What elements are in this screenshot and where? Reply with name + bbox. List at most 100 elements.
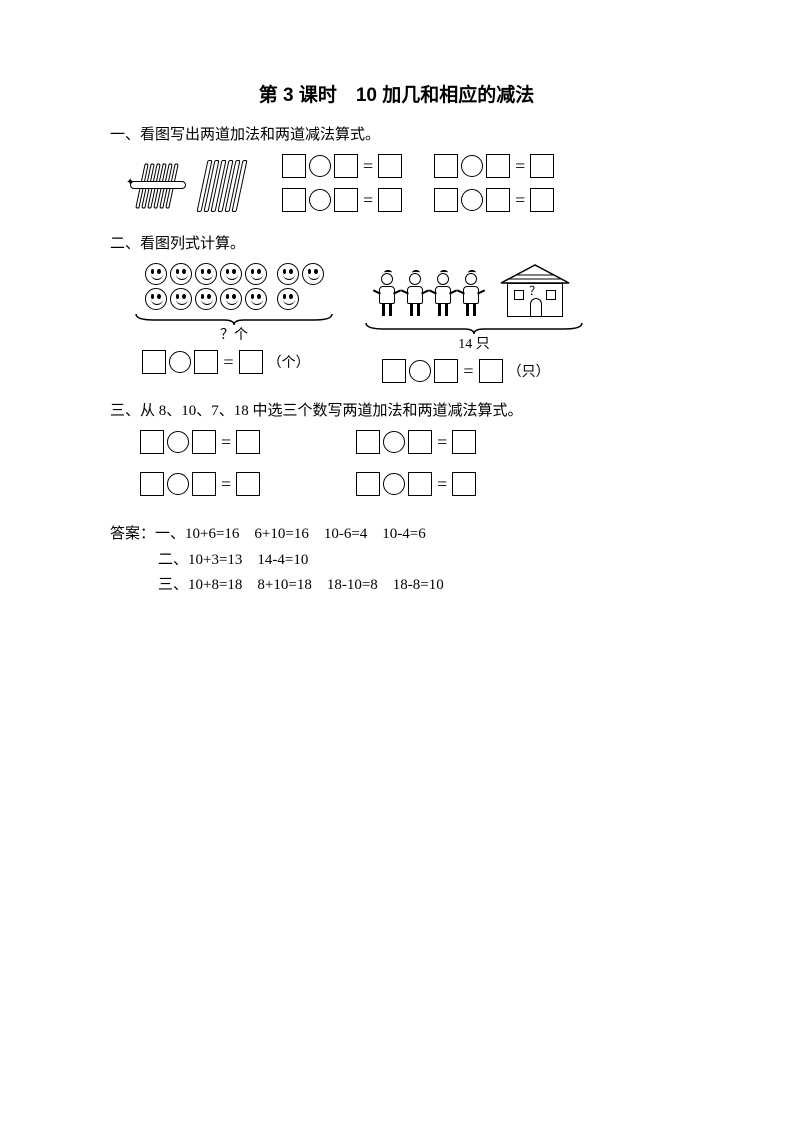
equation-blank: =	[140, 472, 260, 496]
equation-blank: =	[282, 154, 402, 178]
answer-line-2: 二、10+3=13 14-4=10	[110, 548, 683, 574]
blank-square[interactable]	[378, 154, 402, 178]
equals-sign: =	[513, 190, 527, 211]
section2-left: ？个 = （个）	[134, 263, 334, 389]
blank-square[interactable]	[140, 472, 164, 496]
blank-square[interactable]	[530, 188, 554, 212]
blank-square[interactable]	[142, 350, 166, 374]
blank-square[interactable]	[334, 188, 358, 212]
section1-equations: = = =	[282, 154, 570, 218]
blank-square[interactable]	[530, 154, 554, 178]
kids-house-group: ？	[375, 263, 573, 319]
blank-circle[interactable]	[167, 473, 189, 495]
blank-square[interactable]	[378, 188, 402, 212]
blank-circle[interactable]	[309, 155, 331, 177]
faces-group-3	[277, 263, 324, 310]
smiley-icon	[245, 263, 267, 285]
equation-blank: =	[140, 430, 260, 454]
blank-square[interactable]	[192, 472, 216, 496]
loose-sticks-icon	[202, 160, 242, 212]
smiley-icon	[145, 263, 167, 285]
house-icon: ？	[497, 263, 573, 319]
page: 第 3 课时 10 加几和相应的减法 一、看图写出两道加法和两道减法算式。 ✦	[0, 0, 793, 599]
faces-groups	[145, 263, 324, 310]
blank-square[interactable]	[236, 472, 260, 496]
faces-group-10	[145, 263, 267, 310]
section3-label: 三、从 8、10、7、18 中选三个数写两道加法和两道减法算式。	[110, 399, 683, 420]
equals-sign: =	[361, 190, 375, 211]
blank-square[interactable]	[194, 350, 218, 374]
blank-square[interactable]	[408, 430, 432, 454]
blank-square[interactable]	[356, 472, 380, 496]
unit-label: （只）	[508, 361, 550, 381]
blank-square[interactable]	[452, 430, 476, 454]
equals-sign: =	[435, 474, 449, 495]
smiley-icon	[302, 263, 324, 285]
blank-square[interactable]	[434, 359, 458, 383]
blank-square[interactable]	[356, 430, 380, 454]
smiley-icon	[245, 288, 267, 310]
equals-sign: =	[361, 156, 375, 177]
answer-text: 一、10+6=16 6+10=16 10-6=4 10-4=6	[155, 526, 426, 542]
equals-sign: =	[461, 361, 475, 382]
blank-square[interactable]	[479, 359, 503, 383]
smiley-icon	[195, 288, 217, 310]
blank-square[interactable]	[192, 430, 216, 454]
blank-circle[interactable]	[461, 155, 483, 177]
unit-label: （个）	[268, 352, 310, 372]
equation-blank: = （只）	[382, 359, 549, 383]
answers-prefix: 答案：	[110, 526, 155, 542]
smiley-icon	[170, 263, 192, 285]
equation-blank: =	[356, 430, 476, 454]
answers-block: 答案：一、10+6=16 6+10=16 10-6=4 10-4=6 二、10+…	[110, 522, 683, 599]
equals-sign: =	[221, 352, 235, 373]
equals-sign: =	[513, 156, 527, 177]
section3-content: = = = =	[140, 430, 683, 502]
blank-circle[interactable]	[383, 431, 405, 453]
blank-square[interactable]	[434, 188, 458, 212]
blank-circle[interactable]	[409, 360, 431, 382]
blank-square[interactable]	[236, 430, 260, 454]
equation-blank: =	[282, 188, 402, 212]
blank-square[interactable]	[486, 154, 510, 178]
kid-icon	[403, 273, 427, 319]
blank-square[interactable]	[334, 154, 358, 178]
blank-square[interactable]	[486, 188, 510, 212]
kid-icon	[459, 273, 483, 319]
kid-icon	[375, 273, 399, 319]
smiley-icon	[277, 263, 299, 285]
blank-square[interactable]	[408, 472, 432, 496]
blank-circle[interactable]	[167, 431, 189, 453]
blank-square[interactable]	[282, 154, 306, 178]
question-label: ？个	[220, 324, 248, 344]
smiley-icon	[220, 288, 242, 310]
blank-square[interactable]	[382, 359, 406, 383]
equation-blank: =	[434, 188, 554, 212]
kid-icon	[431, 273, 455, 319]
equation-blank: =	[434, 154, 554, 178]
blank-square[interactable]	[140, 430, 164, 454]
stick-bundle-icon: ✦	[134, 163, 182, 209]
blank-circle[interactable]	[461, 189, 483, 211]
equation-blank: = （个）	[142, 350, 309, 374]
section1-label: 一、看图写出两道加法和两道减法算式。	[110, 123, 683, 144]
blank-square[interactable]	[452, 472, 476, 496]
smiley-icon	[170, 288, 192, 310]
answer-line-1: 答案：一、10+6=16 6+10=16 10-6=4 10-4=6	[110, 522, 683, 548]
equation-blank: =	[356, 472, 476, 496]
answer-line-3: 三、10+8=18 8+10=18 18-10=8 18-8=10	[110, 573, 683, 599]
blank-square[interactable]	[282, 188, 306, 212]
section2-content: ？个 = （个）	[134, 263, 683, 389]
section2-label: 二、看图列式计算。	[110, 232, 683, 253]
blank-square[interactable]	[434, 154, 458, 178]
blank-square[interactable]	[239, 350, 263, 374]
equals-sign: =	[219, 432, 233, 453]
kids-icon	[375, 273, 483, 319]
section1-content: ✦ = =	[134, 154, 683, 218]
blank-circle[interactable]	[309, 189, 331, 211]
blank-circle[interactable]	[383, 473, 405, 495]
blank-circle[interactable]	[169, 351, 191, 373]
smiley-icon	[277, 288, 299, 310]
page-title: 第 3 课时 10 加几和相应的减法	[110, 80, 683, 107]
equals-sign: =	[435, 432, 449, 453]
